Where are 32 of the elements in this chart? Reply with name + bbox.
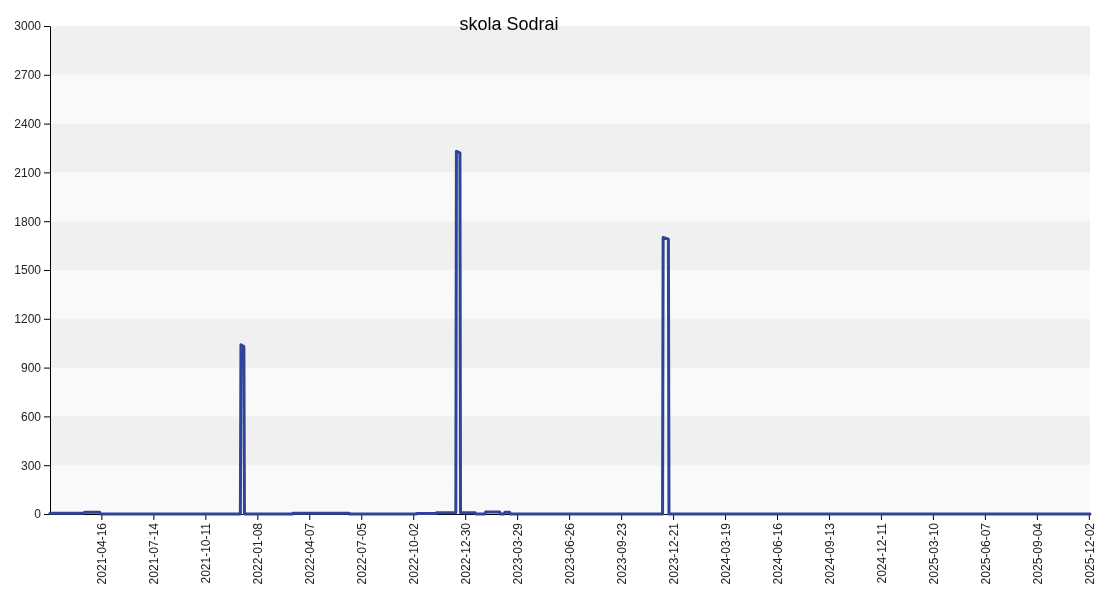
x-tick-label: 2022-04-07 <box>302 522 317 585</box>
y-tick-label: 300 <box>20 458 42 473</box>
x-tick-label: 2024-09-13 <box>822 522 837 585</box>
chart-title: skola Sodrai <box>459 14 559 34</box>
x-tick-label: 2023-03-29 <box>510 522 525 585</box>
x-tick-label: 2024-12-11 <box>874 522 889 584</box>
y-tick-label: 1200 <box>14 312 42 327</box>
x-tick-label: 2022-07-05 <box>354 522 369 585</box>
x-tick-label: 2021-07-14 <box>147 522 162 585</box>
y-tick-label: 1500 <box>14 263 42 278</box>
x-tick-label: 2022-01-08 <box>251 522 265 585</box>
x-tick-label: 2024-03-19 <box>718 522 733 585</box>
x-tick-label: 2025-12-02 <box>1082 522 1097 585</box>
x-tick-label: 2021-10-11 <box>199 522 214 584</box>
x-tick-label: 2022-10-02 <box>406 522 421 585</box>
x-tick-label: 2023-09-23 <box>614 522 629 585</box>
y-tick-label: 2100 <box>14 165 42 180</box>
x-tick-label: 2025-03-10 <box>926 522 941 585</box>
x-tick-label: 2023-06-26 <box>562 522 577 585</box>
y-tick-label: 1800 <box>14 214 42 229</box>
y-tick-label: 2700 <box>14 68 42 83</box>
x-tick-label: 2025-06-07 <box>978 522 993 585</box>
y-tick-label: 3000 <box>14 19 42 34</box>
y-tick-label: 900 <box>20 360 42 375</box>
x-tick-label: 2025-09-04 <box>1030 522 1045 585</box>
x-tick-label: 2022-12-30 <box>458 522 473 585</box>
y-tick-label: 2400 <box>14 116 42 131</box>
x-tick-label: 2023-12-21 <box>666 522 681 585</box>
y-tick-label: 600 <box>20 409 42 424</box>
y-tick-label: 0 <box>34 507 42 522</box>
x-tick-label: 2024-06-16 <box>770 522 785 585</box>
x-tick-label: 2021-04-16 <box>95 522 110 585</box>
